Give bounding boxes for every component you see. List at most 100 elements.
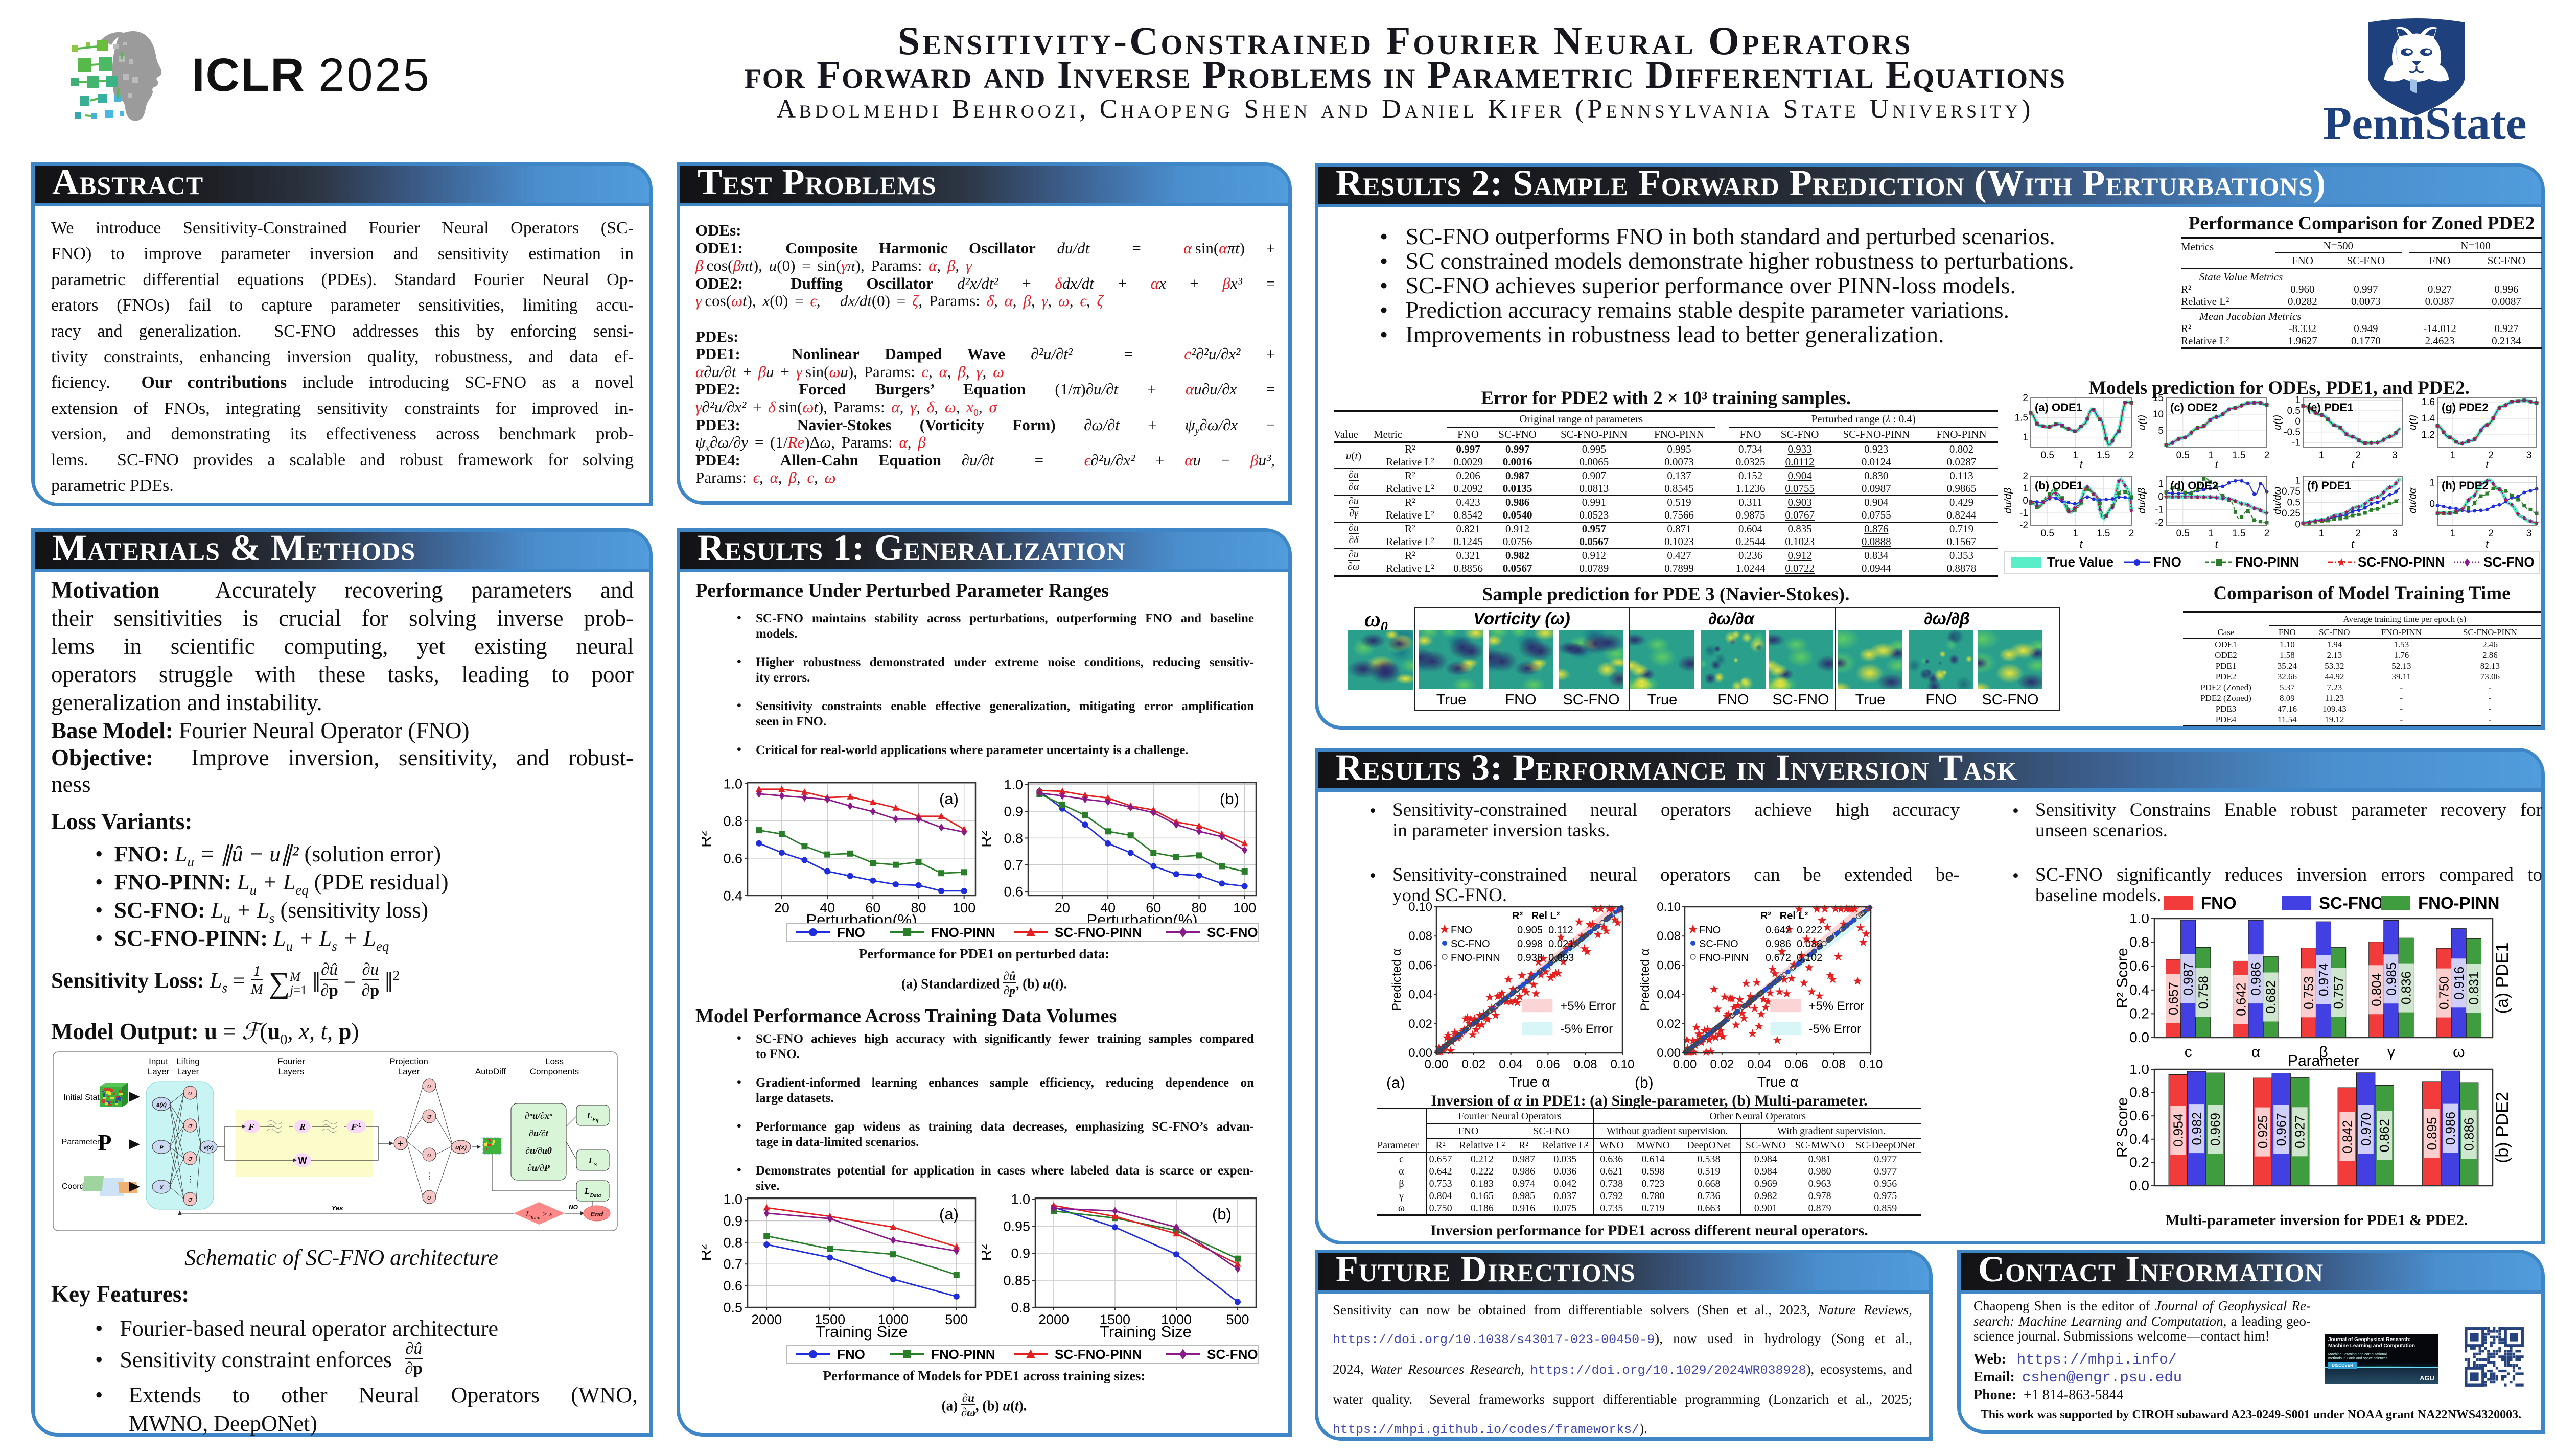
svg-text:0.10: 0.10 [1657, 902, 1681, 914]
svg-text:0: 0 [2158, 491, 2164, 502]
svg-text:20: 20 [774, 900, 789, 915]
svg-text:80: 80 [911, 900, 926, 915]
svg-text:t: t [2351, 459, 2355, 469]
svg-text:500: 500 [945, 1312, 968, 1327]
svg-text:1.5: 1.5 [2097, 528, 2110, 539]
svg-text:1.0: 1.0 [723, 778, 742, 791]
svg-text:0.08: 0.08 [1573, 1058, 1597, 1071]
svg-text:0.753: 0.753 [2301, 976, 2316, 1009]
svg-text:1: 1 [2158, 479, 2164, 489]
svg-text:0.6: 0.6 [1004, 884, 1023, 900]
svg-text:(g) PDE2: (g) PDE2 [2442, 401, 2489, 414]
svg-text:Layers: Layers [278, 1067, 304, 1076]
svg-text:0.6: 0.6 [2129, 1108, 2149, 1123]
svg-text:1: 1 [2429, 478, 2435, 488]
svg-text:β: β [2319, 1044, 2328, 1061]
svg-text:0.6: 0.6 [723, 851, 742, 866]
svg-text:+5% Error: +5% Error [1560, 999, 1616, 1013]
svg-text:0.970: 0.970 [2358, 1113, 2374, 1146]
svg-text:FNO: FNO [2201, 894, 2237, 912]
svg-text:0.831: 0.831 [2466, 972, 2481, 1005]
svg-text:0.8: 0.8 [1011, 1300, 1030, 1315]
svg-text:F: F [248, 1122, 254, 1132]
svg-text:v(x): v(x) [203, 1145, 214, 1151]
svg-text:∂ⁿu/∂xⁿ: ∂ⁿu/∂xⁿ [525, 1111, 553, 1121]
svg-text:2: 2 [2488, 450, 2494, 461]
svg-text:0.06: 0.06 [1536, 1058, 1560, 1071]
svg-text:1000: 1000 [1161, 1312, 1192, 1327]
svg-text:c: c [2185, 1044, 2192, 1061]
svg-text:2: 2 [2023, 472, 2028, 482]
svg-text:SC-FNO-PINN: SC-FNO-PINN [1055, 925, 1142, 940]
svg-text:1: 1 [2319, 450, 2325, 461]
svg-text:P: P [159, 1145, 164, 1151]
svg-text:0.985: 0.985 [2383, 962, 2399, 996]
svg-text:σ: σ [188, 1195, 193, 1203]
svg-text:1.0: 1.0 [723, 1193, 742, 1207]
svg-text:0.8: 0.8 [723, 1235, 742, 1250]
svg-text:∂u/∂u0: ∂u/∂u0 [525, 1145, 552, 1156]
svg-text:0.998 0.021: 0.998 0.021 [1517, 938, 1574, 950]
svg-text:0.02: 0.02 [1710, 1058, 1734, 1071]
svg-text:SC-FNO-PINN: SC-FNO-PINN [2358, 554, 2445, 570]
svg-text:3: 3 [2526, 450, 2532, 461]
svg-text:(b): (b) [1212, 1205, 1232, 1223]
svg-text:1: 1 [2023, 432, 2028, 443]
svg-text:(h) PDE2: (h) PDE2 [2442, 479, 2489, 492]
svg-text:(a) ODE1: (a) ODE1 [2035, 401, 2082, 414]
svg-text:1500: 1500 [815, 1312, 845, 1327]
svg-text:1: 1 [2208, 450, 2214, 461]
svg-text:2: 2 [2129, 450, 2134, 461]
svg-text:0.6: 0.6 [723, 1278, 742, 1294]
svg-text:1.6: 1.6 [2422, 397, 2435, 408]
svg-text:0.967: 0.967 [2273, 1113, 2289, 1146]
svg-text:0.642 0.222: 0.642 0.222 [1766, 925, 1822, 936]
svg-text:t: t [2080, 459, 2083, 469]
svg-text:0.927: 0.927 [2292, 1115, 2308, 1148]
svg-text:60: 60 [1146, 900, 1161, 915]
svg-text:0.750: 0.750 [2436, 976, 2452, 1009]
svg-text:0.0: 0.0 [2129, 1178, 2149, 1193]
svg-text:0.9: 0.9 [1011, 1246, 1030, 1261]
svg-text:1.0: 1.0 [1004, 778, 1023, 792]
svg-text:Training Size: Training Size [1100, 1323, 1192, 1341]
svg-text:100: 100 [1233, 900, 1256, 915]
svg-text:20: 20 [1055, 900, 1070, 915]
svg-text:0.10: 0.10 [1611, 1058, 1635, 1071]
svg-text:0.4: 0.4 [2129, 1131, 2149, 1147]
svg-text:10: 10 [2153, 409, 2164, 420]
svg-text:0.7: 0.7 [723, 1257, 742, 1272]
svg-text:R² Rel L²: R² Rel L² [1760, 910, 1808, 922]
svg-text:0.836: 0.836 [2399, 971, 2414, 1004]
svg-text:1: 1 [2450, 450, 2456, 461]
svg-text:ω: ω [2453, 1044, 2465, 1061]
svg-text:5: 5 [2158, 426, 2164, 436]
svg-text:60: 60 [865, 900, 880, 915]
svg-text:Fourier: Fourier [277, 1056, 305, 1066]
svg-text:0.06: 0.06 [1408, 958, 1432, 972]
svg-text:0.10: 0.10 [1408, 902, 1432, 914]
svg-text:0.986: 0.986 [2248, 962, 2264, 996]
svg-text:0.25: 0.25 [2282, 508, 2301, 519]
svg-text:R² Rel L²: R² Rel L² [1512, 910, 1560, 922]
svg-text:0.04: 0.04 [1657, 988, 1681, 1002]
svg-text:0.925: 0.925 [2255, 1115, 2270, 1148]
svg-text:σ: σ [188, 1122, 193, 1130]
svg-text:0.657: 0.657 [2166, 982, 2181, 1015]
svg-text:1.5: 1.5 [2097, 450, 2110, 461]
svg-text:Predicted α: Predicted α [1638, 949, 1652, 1011]
svg-text:0.04: 0.04 [1408, 988, 1432, 1002]
svg-text:0.9: 0.9 [1004, 804, 1023, 819]
svg-text:0.642: 0.642 [2234, 983, 2249, 1016]
svg-text:σ: σ [188, 1155, 193, 1162]
svg-text:t: t [2486, 459, 2489, 469]
svg-text:SC-FNO: SC-FNO [2319, 894, 2384, 912]
svg-text:1: 1 [2295, 476, 2301, 486]
svg-text:0.682: 0.682 [2263, 980, 2279, 1014]
svg-text:0.02: 0.02 [1657, 1017, 1681, 1031]
svg-text:Predicted α: Predicted α [1390, 949, 1404, 1011]
svg-text:Parameter: Parameter [2288, 1052, 2359, 1069]
svg-text:0: 0 [2295, 416, 2301, 427]
svg-text:P: P [98, 1130, 112, 1155]
svg-text:σ: σ [427, 1082, 432, 1090]
